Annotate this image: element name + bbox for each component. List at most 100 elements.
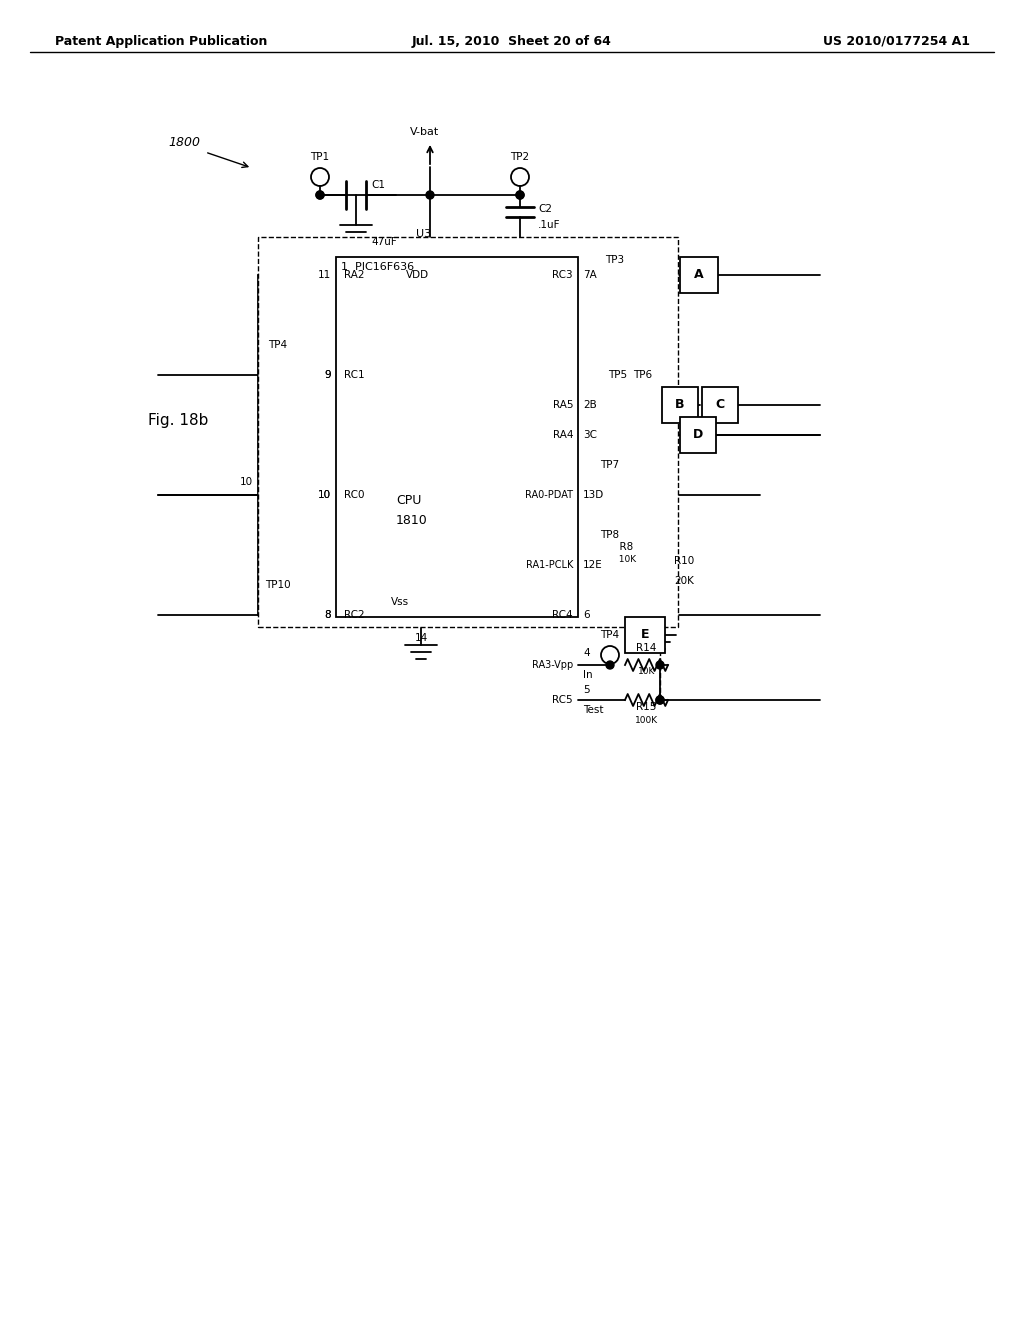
Bar (625, 616, 665, 653)
Text: C2: C2 (538, 205, 552, 214)
Text: Vss: Vss (391, 597, 410, 607)
Text: 9: 9 (325, 370, 331, 380)
Text: RA0-PDAT: RA0-PDAT (525, 490, 573, 500)
Circle shape (426, 191, 434, 199)
Circle shape (656, 506, 664, 513)
Text: 10: 10 (317, 490, 331, 500)
Text: RA1-PCLK: RA1-PCLK (525, 560, 573, 570)
Text: 8: 8 (325, 610, 331, 620)
Text: TP8: TP8 (600, 531, 620, 540)
Text: B: B (675, 399, 685, 412)
Bar (336, 257, 578, 616)
Text: 5: 5 (583, 685, 590, 696)
Text: R8: R8 (613, 543, 633, 552)
Text: U3: U3 (416, 228, 431, 239)
Text: RA5: RA5 (553, 400, 573, 411)
Circle shape (656, 271, 664, 279)
Text: 1810: 1810 (396, 513, 428, 527)
Circle shape (656, 491, 664, 499)
Circle shape (606, 661, 614, 669)
Circle shape (611, 279, 618, 286)
Bar (702, 387, 738, 422)
Text: C1: C1 (371, 180, 385, 190)
Circle shape (606, 561, 614, 569)
Text: TP10: TP10 (265, 579, 291, 590)
Text: 10: 10 (317, 490, 331, 500)
Text: RC1: RC1 (344, 370, 365, 380)
Text: 20K: 20K (674, 576, 694, 586)
Text: TP1: TP1 (310, 152, 330, 162)
Circle shape (656, 401, 664, 409)
Text: TP3: TP3 (605, 255, 625, 265)
Text: D: D (693, 429, 703, 441)
Text: In: In (583, 671, 593, 680)
Text: 10: 10 (240, 477, 253, 487)
Circle shape (656, 696, 664, 704)
Circle shape (656, 491, 664, 499)
Circle shape (516, 191, 524, 199)
Circle shape (656, 506, 664, 513)
Text: RC2: RC2 (344, 610, 365, 620)
Text: TP4: TP4 (268, 341, 288, 350)
Text: .1uF: .1uF (538, 220, 560, 230)
Bar (258, 238, 678, 627)
Text: TP4: TP4 (600, 630, 620, 640)
Circle shape (656, 696, 664, 704)
Text: VDD: VDD (406, 271, 429, 280)
Text: TP2: TP2 (510, 152, 529, 162)
Text: A: A (694, 268, 703, 281)
Circle shape (316, 191, 324, 199)
Text: V-bat: V-bat (411, 127, 439, 137)
Circle shape (316, 191, 324, 199)
Text: Test: Test (583, 705, 603, 715)
Text: R10: R10 (674, 556, 694, 565)
Text: RA2: RA2 (344, 271, 365, 280)
Text: TP6: TP6 (634, 370, 652, 380)
Text: 13D: 13D (583, 490, 604, 500)
Text: 2B: 2B (583, 400, 597, 411)
Text: E: E (641, 628, 649, 642)
Circle shape (656, 611, 664, 619)
Text: Patent Application Publication: Patent Application Publication (55, 36, 267, 48)
Text: Fig. 18b: Fig. 18b (148, 412, 208, 428)
Text: 6: 6 (583, 610, 590, 620)
Text: 12E: 12E (583, 560, 603, 570)
Text: 10K: 10K (613, 554, 636, 564)
Text: CPU: CPU (396, 494, 421, 507)
Text: 11: 11 (317, 271, 331, 280)
Circle shape (656, 611, 664, 619)
Text: 1800: 1800 (168, 136, 200, 149)
Circle shape (606, 491, 614, 499)
Text: US 2010/0177254 A1: US 2010/0177254 A1 (823, 36, 970, 48)
Circle shape (614, 401, 622, 409)
Circle shape (426, 271, 434, 279)
Text: 1  PIC16F636: 1 PIC16F636 (341, 261, 414, 272)
Text: TP5: TP5 (608, 370, 628, 380)
Bar (680, 257, 718, 293)
Circle shape (656, 661, 664, 669)
Circle shape (639, 401, 647, 409)
Circle shape (516, 191, 524, 199)
Circle shape (666, 561, 674, 569)
Circle shape (274, 611, 282, 619)
Text: TP7: TP7 (600, 459, 620, 470)
Text: R14: R14 (636, 643, 656, 653)
Text: RA3-Vpp: RA3-Vpp (531, 660, 573, 671)
Text: RC3: RC3 (552, 271, 573, 280)
Text: 7A: 7A (583, 271, 597, 280)
Bar (680, 417, 716, 453)
Text: RC0: RC0 (344, 490, 365, 500)
Circle shape (274, 371, 282, 379)
Text: 47uF: 47uF (371, 238, 396, 247)
Text: 10K: 10K (638, 667, 655, 676)
Bar (662, 387, 698, 422)
Text: Jul. 15, 2010  Sheet 20 of 64: Jul. 15, 2010 Sheet 20 of 64 (412, 36, 612, 48)
Text: R15: R15 (636, 702, 656, 711)
Text: 14: 14 (415, 634, 428, 643)
Text: C: C (716, 399, 725, 412)
Text: 9: 9 (325, 370, 331, 380)
Text: RC4: RC4 (552, 610, 573, 620)
Text: 3C: 3C (583, 430, 597, 440)
Text: 8: 8 (325, 610, 331, 620)
Circle shape (426, 271, 434, 279)
